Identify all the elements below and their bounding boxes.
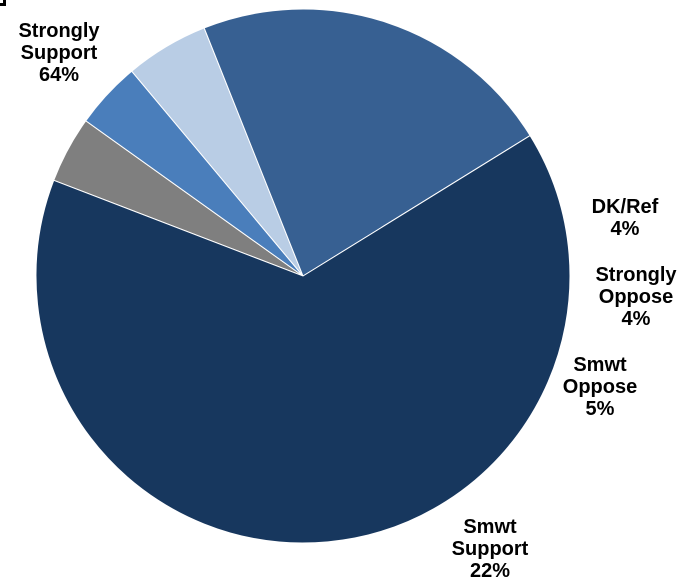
label-strongly-oppose-line-1: Strongly: [595, 264, 677, 286]
label-dk-ref: DK/Ref 4%: [570, 196, 680, 240]
label-dk-ref-line-1: DK/Ref: [591, 196, 659, 218]
label-smwt-oppose-line-2: Oppose: [562, 376, 638, 398]
label-smwt-support-value: 22%: [469, 560, 511, 582]
corner-mark: [0, 0, 6, 6]
label-smwt-oppose: Smwt Oppose 5%: [546, 354, 654, 420]
pie-slice-strongly-support: [35, 134, 571, 544]
label-strongly-oppose: Strongly Oppose 4%: [582, 264, 687, 330]
label-strongly-support: Strongly Support 64%: [0, 20, 118, 86]
label-strongly-support-value: 64%: [38, 64, 80, 86]
label-smwt-support-line-2: Support: [451, 538, 529, 560]
label-strongly-oppose-value: 4%: [621, 308, 651, 330]
label-dk-ref-value: 4%: [610, 218, 640, 240]
label-strongly-oppose-line-2: Oppose: [598, 286, 674, 308]
label-smwt-oppose-value: 5%: [585, 398, 615, 420]
label-smwt-support: Smwt Support 22%: [426, 516, 554, 582]
pie-slice-smwt-support: [203, 8, 531, 277]
label-strongly-support-line-1: Strongly: [18, 20, 100, 42]
label-strongly-support-line-2: Support: [20, 42, 98, 64]
label-smwt-support-line-1: Smwt: [463, 516, 517, 538]
label-smwt-oppose-line-1: Smwt: [573, 354, 627, 376]
